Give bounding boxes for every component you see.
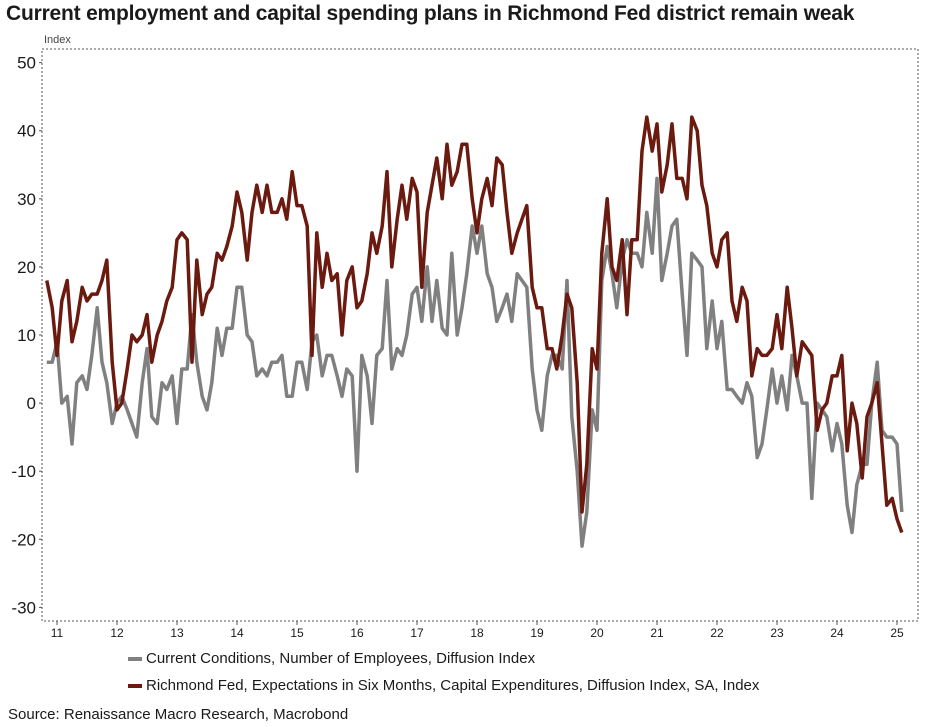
y-tick-label: -20	[11, 530, 36, 549]
source-note: Source: Renaissance Macro Research, Macr…	[8, 706, 349, 723]
x-tick-label: 17	[410, 626, 424, 640]
x-tick-label: 15	[290, 626, 304, 640]
x-tick-label: 18	[470, 626, 484, 640]
y-tick-label: 30	[17, 190, 36, 209]
series-line-employees	[46, 176, 904, 548]
x-tick-label: 16	[350, 626, 364, 640]
x-tick-label: 13	[170, 626, 184, 640]
legend-item-employees: Current Conditions, Number of Employees,…	[128, 650, 535, 667]
y-tick-label: -10	[11, 462, 36, 481]
y-tick-label: 50	[17, 54, 36, 73]
y-tick-label: 20	[17, 258, 36, 277]
legend-swatch-employees	[128, 656, 142, 661]
y-tick-label: 10	[17, 326, 36, 345]
legend-label-employees: Current Conditions, Number of Employees,…	[146, 650, 536, 667]
x-tick-label: 19	[530, 626, 544, 640]
y-axis-ticks: -30 -20 -10 0 10 20 30 40 50	[11, 54, 42, 617]
x-tick-label: 22	[710, 626, 724, 640]
x-tick-label: 24	[830, 626, 844, 640]
x-tick-label: 11	[51, 626, 64, 640]
x-axis-ticks: 11 12 13 14 15 16 17 18 19 20 21 22 23 24 25	[51, 621, 904, 640]
chart-title: Current employment and capital spending …	[6, 2, 855, 25]
x-tick-label: 23	[770, 626, 784, 640]
legend-label-capex: Richmond Fed, Expectations in Six Months…	[146, 677, 760, 694]
plot-frame	[41, 48, 919, 622]
x-tick-label: 12	[110, 626, 124, 640]
y-tick-label: -30	[11, 598, 36, 617]
x-tick-label: 25	[890, 626, 904, 640]
series-line-capex	[45, 115, 904, 534]
y-tick-label: 40	[17, 122, 36, 141]
x-tick-label: 14	[230, 626, 244, 640]
x-tick-label: 21	[650, 626, 664, 640]
y-axis-unit-label: Index	[44, 34, 71, 46]
legend-swatch-capex	[128, 683, 142, 688]
y-tick-label: 0	[27, 394, 36, 413]
x-tick-label: 20	[590, 626, 604, 640]
legend-item-capex: Richmond Fed, Expectations in Six Months…	[128, 677, 759, 694]
series-layer	[45, 115, 904, 548]
